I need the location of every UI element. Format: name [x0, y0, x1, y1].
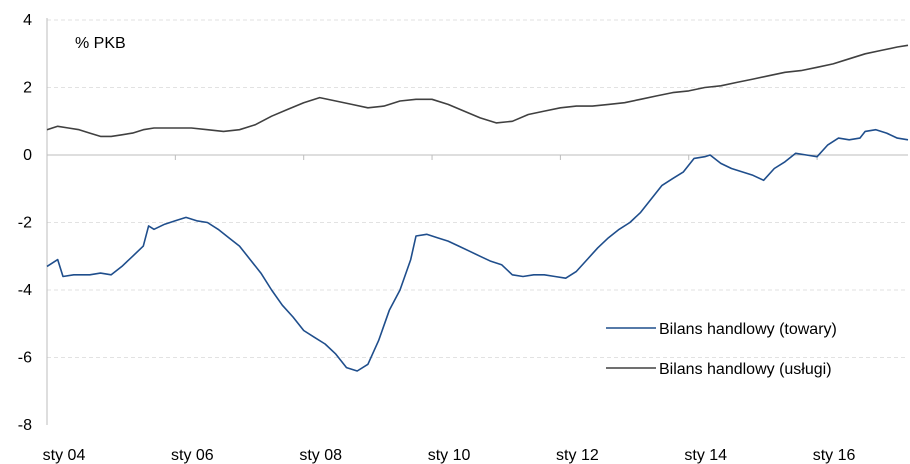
y-tick-label: 2 [23, 80, 32, 97]
x-tick-label: sty 14 [684, 447, 727, 464]
y-tick-label: -2 [18, 215, 32, 232]
series-line-2 [46, 44, 909, 138]
x-tick-label: sty 08 [299, 447, 342, 464]
legend-item: Bilans handlowy (usługi) [606, 361, 832, 378]
grid-lines [47, 19, 908, 358]
x-tick-label: sty 16 [813, 447, 856, 464]
x-tick-label: sty 12 [556, 447, 599, 464]
y-tick-label: 0 [23, 147, 32, 164]
legend-item: Bilans handlowy (towary) [606, 321, 837, 338]
x-tick-label: sty 06 [171, 447, 214, 464]
unit-label: % PKB [75, 35, 126, 52]
y-axis-ticks: 4 2 0 -2 -4 -6 -8 [18, 12, 32, 434]
x-tick-label: sty 10 [428, 447, 471, 464]
y-tick-label: 4 [23, 12, 32, 29]
legend-label: Bilans handlowy (usługi) [659, 361, 832, 378]
y-tick-label: -6 [18, 350, 32, 367]
axes [46, 18, 908, 425]
series-lines [46, 44, 909, 372]
legend: Bilans handlowy (towary) Bilans handlowy … [606, 321, 837, 378]
y-tick-label: -4 [18, 282, 32, 299]
x-tick-label: sty 04 [43, 447, 86, 464]
legend-label: Bilans handlowy (towary) [659, 321, 837, 338]
x-axis-ticks: sty 04 sty 06 sty 08 sty 10 sty 12 sty 14 sty … [43, 155, 856, 464]
series-line-1 [46, 128, 909, 372]
y-tick-label: -8 [18, 417, 32, 434]
